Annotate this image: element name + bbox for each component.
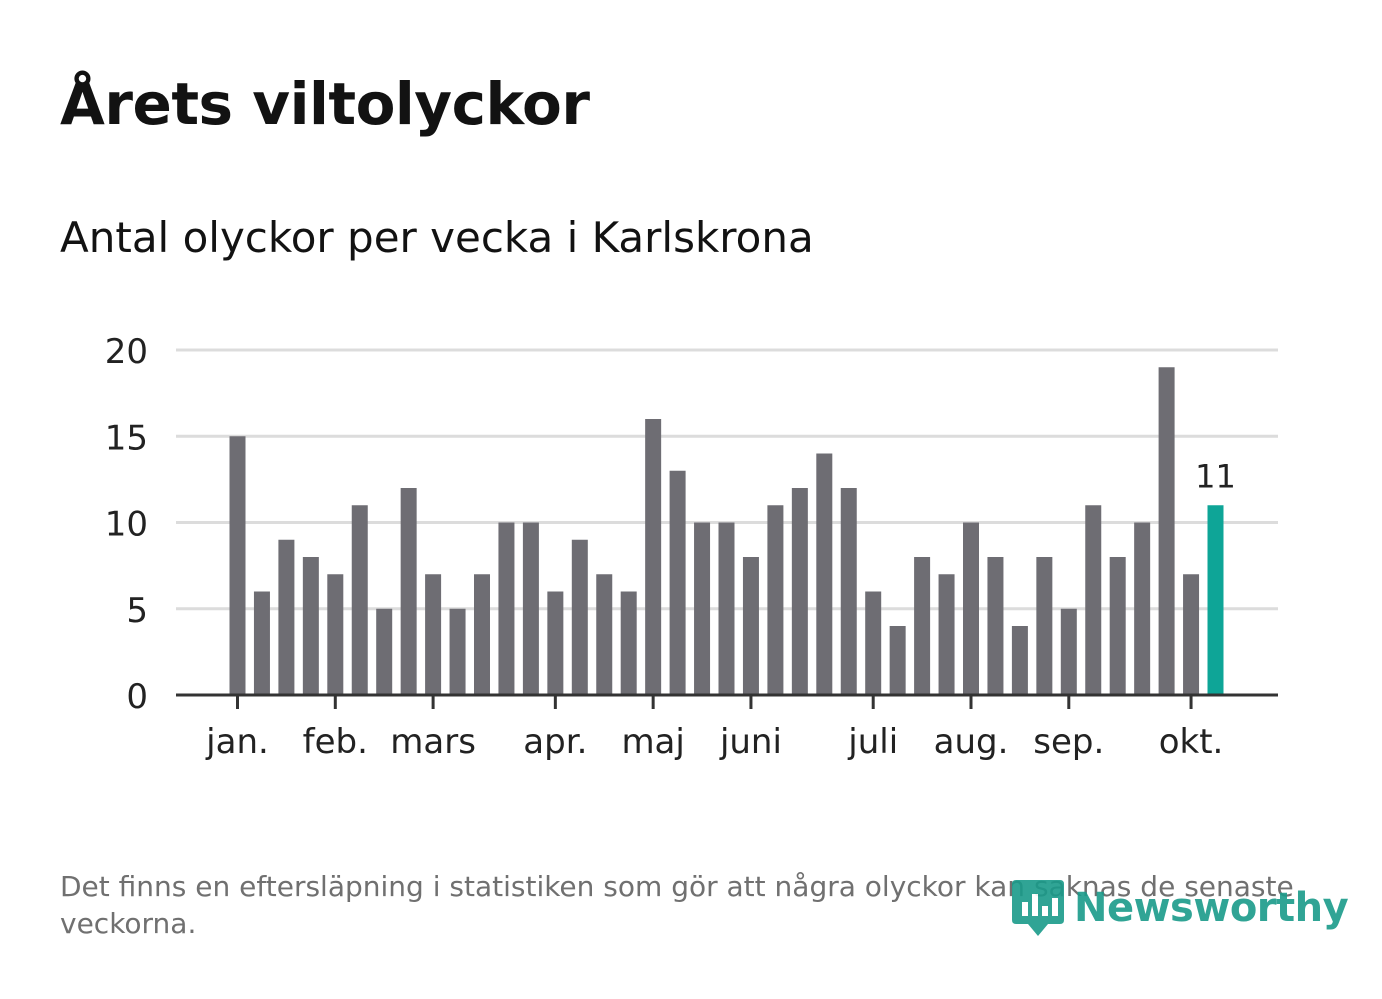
bar <box>327 574 344 695</box>
highlight-bar <box>1207 505 1224 695</box>
x-tick-label: feb. <box>303 722 368 762</box>
x-tick-label: okt. <box>1159 722 1224 762</box>
x-tick-label: aug. <box>934 722 1009 762</box>
bar <box>694 522 711 695</box>
bar <box>522 522 539 695</box>
x-tick-label: maj <box>621 722 684 762</box>
x-tick-label: mars <box>390 722 476 762</box>
bar <box>547 591 564 695</box>
footnote: Det finns en eftersläpning i statistiken… <box>60 870 1294 940</box>
bar <box>938 574 955 695</box>
x-tick-label: apr. <box>523 722 587 762</box>
bar <box>1036 557 1053 695</box>
highlight-data-label: 11 <box>1195 457 1236 495</box>
bar <box>498 522 515 695</box>
x-tick-label: juni <box>719 722 782 762</box>
bar <box>229 436 246 695</box>
bar <box>400 488 417 695</box>
bar <box>914 557 931 695</box>
bar <box>376 608 393 695</box>
bar <box>449 608 466 695</box>
y-tick-label: 15 <box>105 418 148 458</box>
bar <box>840 488 857 695</box>
bar <box>1085 505 1102 695</box>
y-tick-label: 20 <box>105 332 148 372</box>
bar <box>1183 574 1200 695</box>
bar <box>596 574 613 695</box>
bar <box>1060 608 1077 695</box>
bar <box>1109 557 1126 695</box>
bar <box>571 539 588 695</box>
bar <box>791 488 808 695</box>
bar <box>1134 522 1151 695</box>
bar <box>669 470 686 695</box>
bar <box>1158 367 1175 695</box>
x-tick-label: sep. <box>1033 722 1104 762</box>
bar <box>987 557 1004 695</box>
bar <box>816 453 833 695</box>
bar <box>425 574 442 695</box>
bar <box>963 522 979 695</box>
bar <box>351 505 368 695</box>
bar <box>645 419 662 695</box>
chart-subtitle: Antal olyckor per vecka i Karlskrona <box>60 213 814 262</box>
bar <box>767 505 784 695</box>
bar-chart: 0 5 10 15 20 11 jan. feb. mars apr. maj juni juli aug… <box>105 332 1278 762</box>
brand-name: Newsworthy <box>1074 885 1349 931</box>
x-tick-label: juli <box>847 722 898 762</box>
bar <box>742 557 759 695</box>
y-tick-label: 5 <box>126 591 148 631</box>
bar <box>889 626 906 695</box>
bar <box>865 591 882 695</box>
chart-title: Årets viltolyckor <box>60 70 590 138</box>
bar <box>1011 626 1028 695</box>
bar <box>474 574 490 695</box>
y-tick-label: 10 <box>105 505 148 545</box>
bar <box>253 591 270 695</box>
bar <box>718 522 735 695</box>
x-tick-label: jan. <box>205 722 269 762</box>
bar <box>302 557 319 695</box>
bar <box>278 539 295 695</box>
bar <box>620 591 637 695</box>
y-tick-label: 0 <box>126 677 148 717</box>
newsworthy-logo: Newsworthy <box>1010 876 1349 940</box>
bar-chart-pin-icon <box>1012 880 1064 936</box>
